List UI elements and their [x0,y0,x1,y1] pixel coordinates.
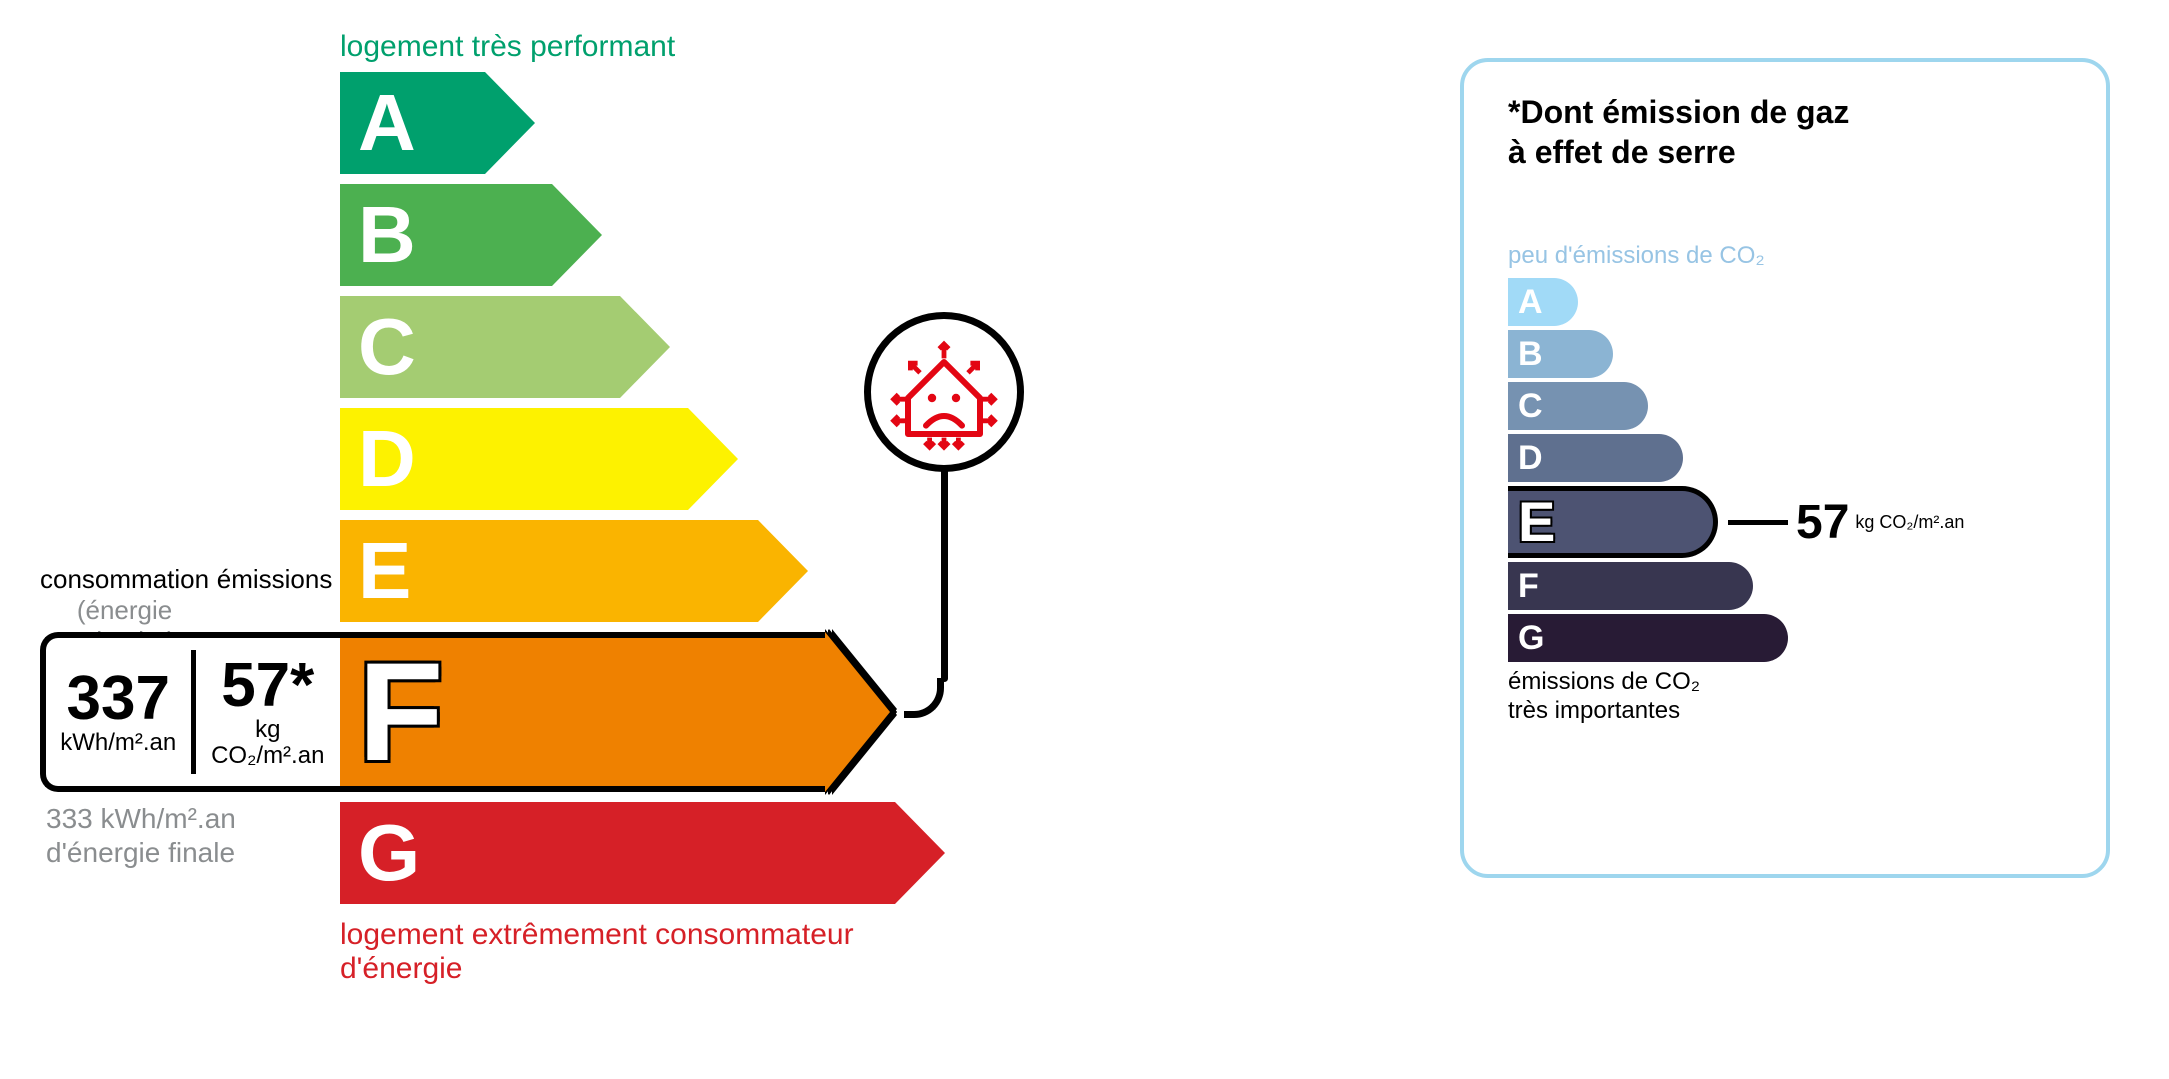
dpe-letter-f: F [358,642,444,782]
ges-letter-g: G [1518,621,1544,655]
ges-title: *Dont émission de gaz à effet de serre [1508,92,2076,172]
final-energy-note: 333 kWh/m².an d'énergie finale [46,802,236,869]
dpe-bar-g: G [340,802,945,904]
ges-bar-f: F [1508,562,2076,610]
ges-bars: ABCDE 57 kg CO₂/m².an FG [1508,278,2076,662]
dpe-letter-g: G [358,813,420,893]
dpe-top-label: logement très performant [340,30,675,64]
dpe-bar-e: E [340,520,808,622]
ges-bar-g: G [1508,614,2076,662]
final-note-line1: 333 kWh/m².an [46,803,236,834]
ges-bar-b: B [1508,330,2076,378]
ges-bottom-line2: très importantes [1508,697,1680,724]
dpe-bottom-label: logement extrêmement consommateur d'éner… [340,918,940,986]
ges-bar-a: A [1508,278,2076,326]
header-consommation-label: consommation [40,564,209,594]
dpe-bar-b: B [340,184,602,286]
consommation-value: 337 [67,668,170,730]
ges-bar-c: C [1508,382,2076,430]
ges-letter-c: C [1518,389,1543,423]
value-box: 337 kWh/m².an 57* kg CO₂/m².an [40,632,340,792]
ges-letter-e: E [1518,494,1555,550]
dpe-bar-d: D [340,408,738,510]
dpe-bar-f: F [340,632,890,792]
ges-value: 57 [1796,495,1849,550]
ges-letter-d: D [1518,441,1543,475]
dpe-bar-c: C [340,296,670,398]
ges-bar-d: D [1508,434,2076,482]
dpe-letter-d: D [358,419,416,499]
dpe-chart: logement très performant ABCDEFG logemen… [40,30,940,1030]
emissions-value: 57* [221,655,314,717]
consommation-cell: 337 kWh/m².an [46,638,191,786]
consommation-unit: kWh/m².an [60,730,176,756]
ges-title-line2: à effet de serre [1508,134,1736,170]
ges-value-callout: 57 kg CO₂/m².an [1728,495,1964,550]
dpe-letter-b: B [358,195,416,275]
emissions-cell: 57* kg CO₂/m².an [196,638,341,786]
ges-letter-b: B [1518,337,1543,371]
ges-bottom-line1: émissions de CO₂ [1508,668,1700,695]
ges-letter-a: A [1518,285,1543,319]
header-emissions-label: émissions [217,564,333,594]
ges-bottom-label: émissions de CO₂ très importantes [1508,668,2076,726]
dpe-letter-a: A [358,83,416,163]
emissions-unit: kg CO₂/m².an [206,717,331,770]
ges-title-line1: *Dont émission de gaz [1508,94,1849,130]
sad-house-icon [864,312,1024,472]
ges-letter-f: F [1518,569,1539,603]
ges-value-unit: kg CO₂/m².an [1855,512,1964,533]
ges-top-label: peu d'émissions de CO₂ [1508,242,2076,270]
dpe-bar-a: A [340,72,535,174]
ges-bar-e: E 57 kg CO₂/m².an [1508,486,2076,558]
dpe-letter-c: C [358,307,416,387]
final-note-line2: d'énergie finale [46,837,235,868]
ges-panel: *Dont émission de gaz à effet de serre p… [1460,58,2110,878]
dpe-letter-e: E [358,531,411,611]
